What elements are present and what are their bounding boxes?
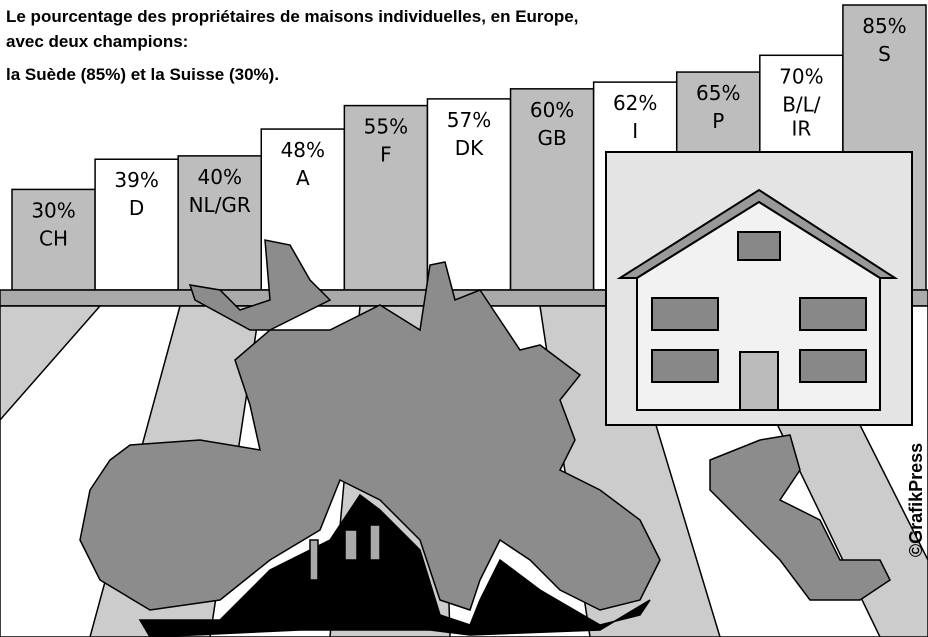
- category-label: GB: [537, 126, 566, 150]
- value-label: 48%: [281, 138, 325, 162]
- credit: ©GrafikPress: [906, 443, 926, 557]
- category-label: I: [632, 119, 638, 143]
- category-label: NL/GR: [189, 193, 251, 217]
- value-label: 62%: [613, 91, 657, 115]
- value-label: 85%: [862, 14, 906, 38]
- chart-title: avec deux champions:: [6, 32, 188, 51]
- value-label: 57%: [447, 108, 491, 132]
- value-label: 65%: [696, 81, 740, 105]
- category-label: A: [296, 166, 310, 190]
- value-label: 70%: [779, 64, 823, 88]
- category-label: D: [129, 196, 144, 220]
- category-label: DK: [455, 136, 484, 160]
- category-label: F: [380, 143, 392, 167]
- value-label: 39%: [114, 168, 158, 192]
- category-label: P: [712, 109, 724, 133]
- value-label: 30%: [31, 198, 75, 222]
- category-label: B/L/: [782, 92, 821, 116]
- value-label: 40%: [198, 165, 242, 189]
- value-label: 60%: [530, 98, 574, 122]
- chart: Le pourcentage des propriétaires de mais…: [0, 0, 928, 637]
- chart-title: Le pourcentage des propriétaires de mais…: [6, 7, 579, 26]
- chart-title: la Suède (85%) et la Suisse (30%).: [6, 65, 279, 84]
- value-label: 55%: [364, 115, 408, 139]
- category-label: CH: [39, 226, 68, 250]
- category-label: S: [878, 42, 891, 66]
- category-label: IR: [791, 116, 811, 140]
- house-panel: [606, 152, 912, 425]
